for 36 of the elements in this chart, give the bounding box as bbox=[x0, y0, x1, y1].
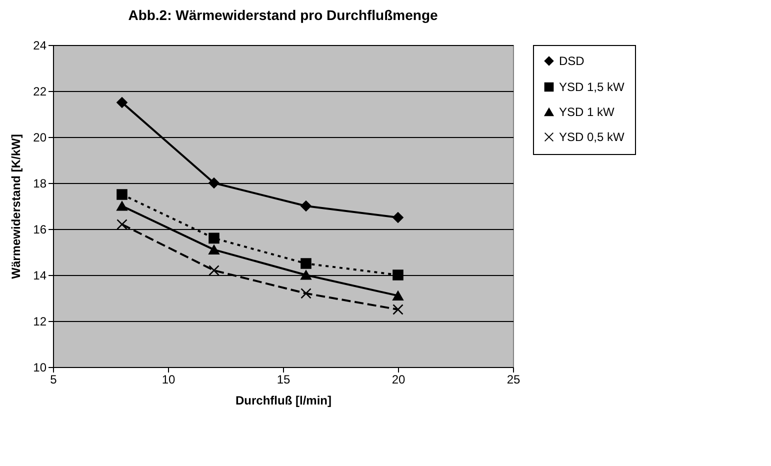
legend-label: DSD bbox=[559, 54, 585, 68]
point bbox=[300, 288, 312, 299]
y-tick-label: 20 bbox=[33, 130, 47, 144]
point bbox=[116, 97, 128, 108]
y-tick-label: 18 bbox=[33, 176, 47, 190]
y-axis-title: Wärmewiderstand [K/kW] bbox=[9, 134, 24, 279]
point bbox=[116, 201, 128, 211]
y-tick-label: 14 bbox=[33, 268, 47, 282]
y-tick-label: 16 bbox=[33, 222, 47, 236]
y-tick-label: 10 bbox=[33, 360, 47, 374]
point bbox=[208, 178, 220, 188]
point bbox=[300, 258, 312, 269]
y-tick-label: 22 bbox=[33, 84, 47, 98]
point bbox=[208, 265, 220, 276]
x-tick-label: 25 bbox=[506, 372, 520, 386]
point bbox=[392, 304, 404, 315]
legend-label: YSD 1,5 kW bbox=[559, 80, 626, 94]
y-tick-label: 12 bbox=[33, 314, 47, 328]
x-tick-label: 15 bbox=[276, 372, 290, 386]
point bbox=[116, 219, 128, 230]
x-axis-title: Durchfluß [l/min] bbox=[236, 394, 332, 408]
legend-label: YSD 1 kW bbox=[559, 105, 616, 119]
point bbox=[392, 290, 404, 300]
x-tick-label: 20 bbox=[392, 372, 406, 386]
point bbox=[300, 200, 312, 212]
chart-title: Abb.2: Wärmewiderstand pro Durchflußmenge bbox=[128, 7, 438, 23]
point bbox=[300, 270, 312, 280]
y-tick-label: 24 bbox=[33, 38, 47, 52]
point bbox=[208, 232, 220, 244]
point bbox=[392, 270, 404, 280]
x-tick-label: 5 bbox=[50, 372, 58, 386]
point bbox=[208, 244, 220, 254]
point bbox=[392, 212, 404, 223]
x-tick-label: 10 bbox=[162, 372, 176, 386]
legend-label: YSD 0,5 kW bbox=[559, 130, 626, 144]
point bbox=[116, 189, 128, 200]
